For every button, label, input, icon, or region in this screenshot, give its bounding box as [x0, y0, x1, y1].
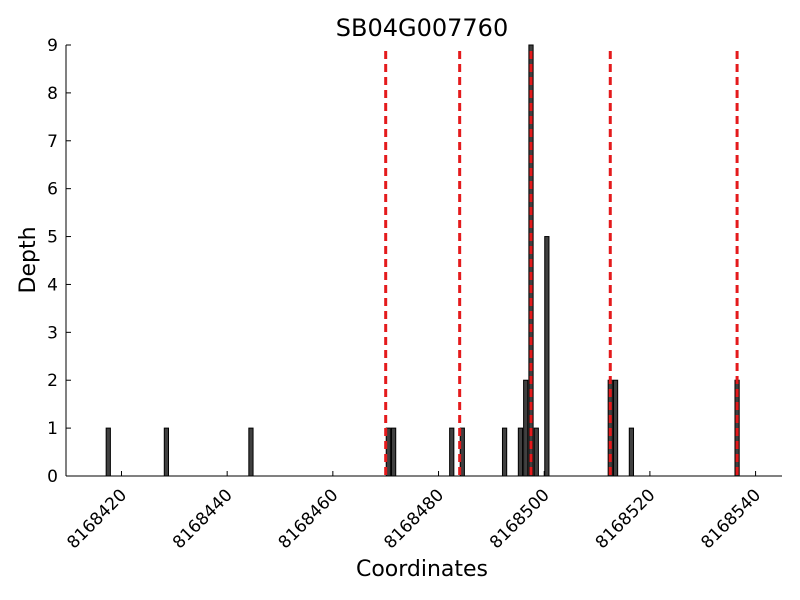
y-ticks: 0 1 2 3 4 5 6 7 8 9: [47, 36, 71, 487]
y-tick-label-3: 3: [47, 323, 58, 343]
y-tick-label-0: 0: [47, 467, 58, 487]
y-tick-label-7: 7: [47, 132, 58, 152]
bars: [105, 44, 740, 477]
bar-0: [105, 427, 111, 477]
x-tick-label-1: 8168440: [169, 485, 237, 553]
y-tick-label-8: 8: [47, 84, 58, 104]
y-tick-label-6: 6: [47, 180, 58, 200]
x-tick-label-5: 8168520: [592, 485, 660, 553]
reference-lines: [384, 51, 739, 476]
x-axis-label: Coordinates: [356, 557, 488, 582]
bar-15: [628, 427, 635, 477]
bar-7: [501, 427, 508, 477]
bar-1: [163, 427, 170, 477]
x-tick-label-0: 8168420: [63, 485, 131, 553]
x-ticks: 8168420 8168440 8168460 8168480 8168500 81685…: [63, 471, 765, 553]
bar-11: [533, 427, 539, 477]
bar-9: [523, 379, 529, 477]
y-tick-label-9: 9: [47, 36, 58, 56]
x-tick-label-3: 8168480: [380, 485, 448, 553]
y-tick-label-5: 5: [47, 228, 58, 248]
bar-4: [391, 427, 397, 477]
y-tick-label-1: 1: [47, 419, 58, 439]
y-tick-label-4: 4: [47, 275, 58, 295]
bar-5: [449, 427, 455, 477]
x-tick-label-6: 8168540: [697, 485, 765, 553]
x-tick-label-2: 8168460: [275, 485, 343, 553]
bar-12: [544, 236, 550, 477]
y-axis-label: Depth: [16, 226, 41, 293]
y-tick-label-2: 2: [47, 371, 58, 391]
x-tick-label-4: 8168500: [486, 485, 554, 553]
bar-8: [517, 427, 524, 477]
axes: [65, 45, 782, 477]
chart-title: SB04G007760: [336, 14, 508, 42]
bar-14: [612, 379, 619, 477]
bar-2: [248, 427, 254, 477]
